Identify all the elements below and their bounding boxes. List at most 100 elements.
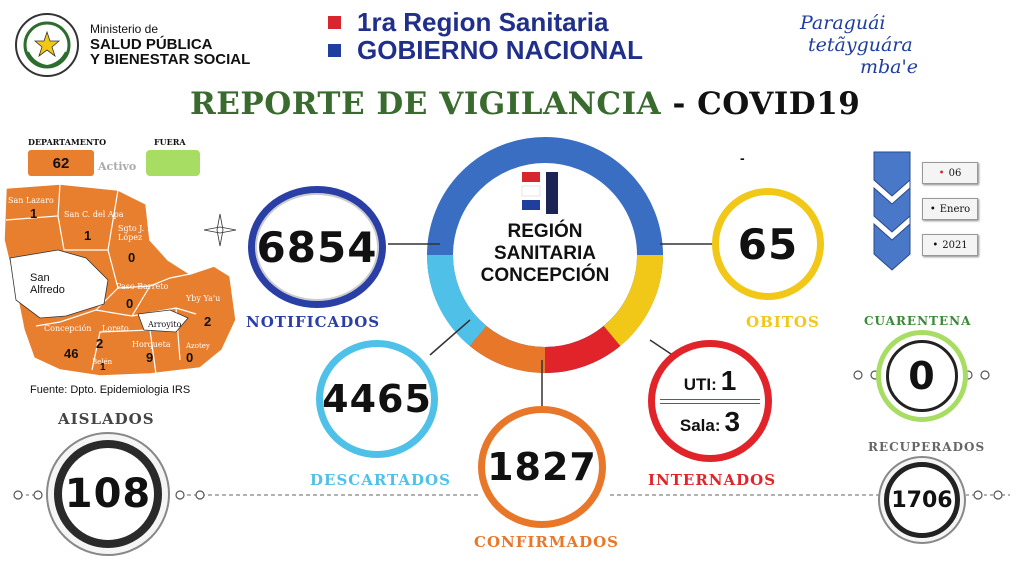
recuperados-value: 1706 [891,487,953,513]
notificados-value: 6854 [256,222,378,272]
descartados-label: DESCARTADOS [310,471,451,489]
district-label-sgto-lopez: Sgto J. F. López [118,224,154,242]
aislados-outer-circle: 108 [46,432,170,556]
descartados-circle: 4465 [316,340,438,458]
brand-line2: tetãyguára [808,34,913,56]
region-header: 1ra Region Sanitaria GOBIERNO NACIONAL [328,6,643,65]
cuarentena-value: 0 [908,354,936,398]
internados-label: INTERNADOS [648,471,777,489]
title-part1: REPORTE DE VIGILANCIA [190,86,662,122]
legend-departamento-box: 62 [28,150,94,176]
district-label-arroyito: Arroyito [148,320,182,329]
district-label-san-lazaro: San Lazaro [8,196,54,205]
cuarentena-label: CUARENTENA [864,314,972,328]
cuarentena-circle: 0 [886,340,958,412]
region-center-line1: REGIÓN [507,221,583,242]
gov-line: GOBIERNO NACIONAL [328,34,643,65]
district-value-yby-yau: 2 [204,314,212,329]
district-value-san-carlos: 1 [84,228,92,243]
district-value-sgto-lopez: 0 [128,250,136,265]
date-year: 2021 [942,239,968,251]
district-label-san-alfredo: San Alfredo [30,272,65,296]
recuperados-circle: 1706 [884,462,960,538]
ministry-line1: Ministerio de [90,22,159,36]
confirmados-value: 1827 [487,445,597,489]
blue-square-icon [328,43,341,57]
date-year-bullet-icon: • [932,239,939,251]
aislados-label: AISLADOS [58,410,155,428]
title-part2: COVID19 [697,86,861,122]
brand-logo: Paraguái tetãyguára mba'e [800,12,940,78]
confirmados-circle: 1827 [478,406,606,528]
confirmados-label: CONFIRMADOS [474,533,619,551]
region-line-text: 1ra Region Sanitaria [357,6,609,37]
date-year-box: • 2021 [922,234,978,256]
map-source: Fuente: Dpto. Epidemiologia IRS [30,384,191,396]
legend-departamento-value: 62 [52,154,70,172]
ministry-logo [14,12,80,78]
notificados-circle: 6854 [248,186,386,308]
date-widget: • 06 • Enero • 2021 [870,150,980,290]
uti-row: UTI: 1 [684,365,737,397]
aislados-value: 108 [64,471,152,517]
sala-label: Sala: [679,415,721,435]
legend-fuera-box [146,150,200,176]
ministry-line2: SALUD PÚBLICA [90,36,213,53]
sala-row: Sala: 3 [680,406,740,438]
district-label-san-carlos: San C. del Apa [64,210,124,219]
district-label-horqueta: Horqueta [132,340,171,349]
district-label-concepcion: Concepción [44,324,92,333]
legend-departamento-label: DEPARTAMENTO [28,137,107,147]
notificados-label: NOTIFICADOS [246,313,381,331]
district-value-concepcion: 46 [64,346,79,361]
district-label-loreto: Loreto [102,324,129,333]
recuperados-label: RECUPERADOS [868,440,986,454]
descartados-value: 4465 [322,377,432,421]
district-value-belen: 1 [100,362,106,373]
obitos-label: OBITOS [746,313,820,331]
region-line: 1ra Region Sanitaria [328,6,643,37]
region-flag-icon [521,172,558,214]
uti-value: 1 [720,364,737,396]
district-label-belen: Belén [92,358,113,366]
obitos-circle: 65 [712,188,824,300]
ministry-line3: Y BIENESTAR SOCIAL [90,51,251,68]
ministry-name: Ministerio de SALUD PÚBLICA Y BIENESTAR … [90,22,250,67]
legend-activo-label: Activo [98,160,137,173]
brand-line1: Paraguái [800,12,886,34]
date-chevrons-icon [873,151,911,271]
red-square-icon [328,15,341,29]
aislados-circle: 108 [54,440,162,548]
region-center-line2: SANITARIA [493,243,597,264]
district-value-azotey: 0 [186,350,194,365]
date-day: 06 [948,167,962,179]
district-label-paso-barreto: Paso Barreto [116,282,169,291]
title-dash: - [672,86,686,122]
district-label-yby-yau: Yby Ya'u [186,294,221,303]
legend-fuera-label: FUERA [154,137,186,147]
internados-divider [660,398,760,404]
brand-line3: mba'e [860,56,918,78]
date-day-bullet-icon: • [938,167,945,179]
recuperados-outer-circle: 1706 [878,456,966,544]
obitos-value: 65 [737,219,799,269]
obitos-dash: - [740,150,745,166]
district-value-loreto: 2 [96,336,104,351]
internados-circle: UTI: 1 Sala: 3 [648,340,772,462]
sala-value: 3 [724,405,741,437]
page-title: REPORTE DE VIGILANCIA - COVID19 [190,86,860,122]
cuarentena-outer-circle: 0 [876,330,968,422]
region-center: REGIÓN SANITARIA CONCEPCIÓN [460,170,630,287]
region-center-line3: CONCEPCIÓN [480,265,610,286]
date-month-box: • Enero [922,198,978,220]
date-month-bullet-icon: • [929,203,936,215]
date-day-box: • 06 [922,162,978,184]
district-label-azotey: Azotey [186,342,210,350]
date-month: Enero [939,203,971,215]
district-value-san-lazaro: 1 [30,206,38,221]
region-donut [426,137,664,374]
district-value-horqueta: 9 [146,350,154,365]
compass-icon [202,212,238,248]
gov-line-text: GOBIERNO NACIONAL [357,34,643,65]
department-map [3,183,237,377]
